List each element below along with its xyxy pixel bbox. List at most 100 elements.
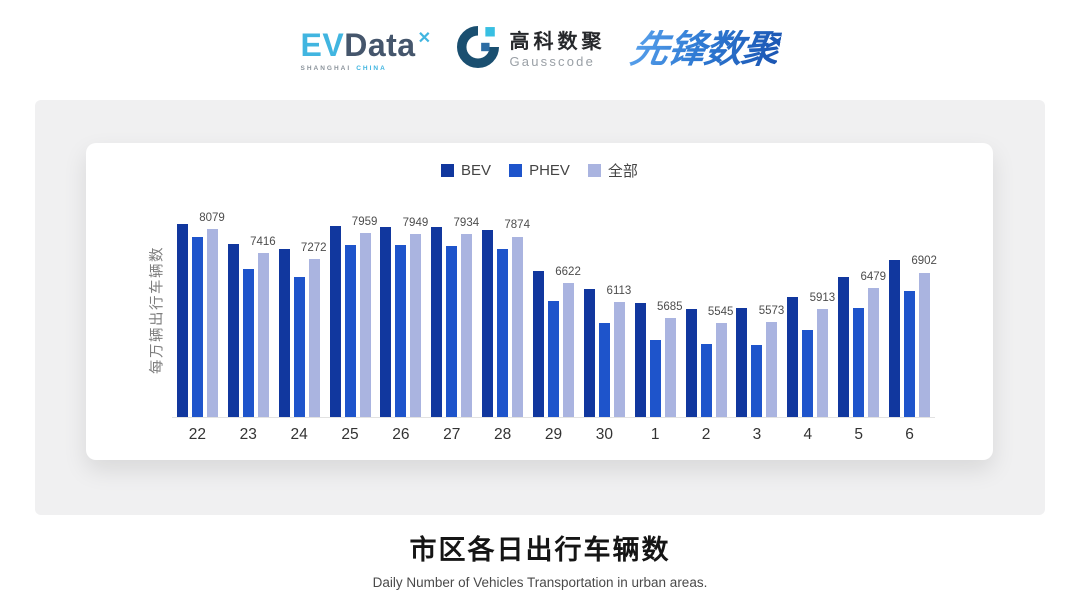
bar-全部-day29[interactable] (562, 282, 574, 417)
bar-value-label: 6902 (911, 255, 937, 268)
evdata-data-text: Data (344, 27, 416, 63)
bar-PHEV-day3[interactable] (751, 344, 763, 417)
bar-value-label: 6479 (860, 271, 887, 284)
bar-value-label: 5573 (758, 304, 785, 317)
bar-BEV-day3[interactable] (736, 307, 748, 417)
chart-subtitle: Daily Number of Vehicles Transportation … (372, 575, 708, 590)
bar-value-label: 5685 (657, 300, 683, 313)
x-tick-label: 3 (752, 426, 762, 443)
x-tick-label: 29 (544, 426, 563, 443)
legend-item-PHEV[interactable]: PHEV (509, 162, 570, 179)
bar-全部-day25[interactable] (359, 233, 371, 417)
bar-BEV-day28[interactable] (482, 230, 494, 417)
bar-全部-day23[interactable] (257, 253, 269, 417)
bar-PHEV-day22[interactable] (191, 237, 203, 417)
x-tick-label: 22 (188, 426, 207, 443)
bar-BEV-day4[interactable] (787, 296, 799, 417)
bar-BEV-day24[interactable] (278, 248, 290, 417)
bar-value-label: 7949 (402, 216, 429, 229)
x-tick-label: 24 (290, 426, 308, 443)
x-tick-label: 27 (443, 426, 461, 443)
bar-group-6: 6902 6 (884, 218, 937, 443)
legend-item-全部[interactable]: 全部 (587, 160, 638, 181)
bar-全部-day27[interactable] (461, 234, 473, 417)
bar-全部-day28[interactable] (512, 236, 524, 417)
bar-BEV-day6[interactable] (889, 260, 901, 417)
evdata-wordmark: EV Data ✕ (301, 28, 432, 62)
bar-PHEV-day26[interactable] (395, 244, 407, 417)
bar-BEV-day2[interactable] (685, 308, 697, 417)
bar-PHEV-day30[interactable] (598, 322, 610, 417)
x-tick-label: 6 (905, 426, 914, 443)
bar-PHEV-day25[interactable] (344, 245, 356, 417)
bar-group-29: 6622 29 (528, 218, 581, 443)
bar-PHEV-day5[interactable] (853, 308, 865, 417)
bar-value-label: 7272 (300, 241, 327, 254)
chart-card: BEV PHEV 全部 每万辆出行车辆数 8079 22 7416 23 7272 24 795… (86, 143, 993, 460)
legend-label: 全部 (607, 163, 638, 180)
bar-全部-day5[interactable] (868, 288, 880, 417)
bar-PHEV-day23[interactable] (242, 269, 254, 417)
x-tick-label: 2 (701, 426, 711, 443)
bar-PHEV-day4[interactable] (802, 329, 814, 417)
xianfeng-wordmark: 先锋数聚 (627, 29, 784, 71)
legend-label: BEV (461, 162, 492, 179)
bar-全部-day1[interactable] (664, 317, 676, 417)
bar-全部-day22[interactable] (206, 228, 218, 417)
bar-全部-day4[interactable] (817, 309, 829, 417)
xianfeng-logo: 先锋数聚 (628, 29, 783, 71)
y-axis-title: 每万辆出行车辆数 (149, 246, 166, 374)
bar-BEV-day27[interactable] (431, 227, 443, 417)
bar-PHEV-day1[interactable] (649, 340, 661, 417)
bar-BEV-day25[interactable] (329, 225, 341, 417)
evdata-subtext: SHANGHAI CHINA (301, 65, 387, 72)
gausscode-logo: 高科数聚 Gausscode (457, 26, 605, 73)
bar-BEV-day22[interactable] (176, 224, 188, 417)
plot-area: 8079 22 7416 23 7272 24 7959 25 7949 26 7934 27 7874… (172, 212, 937, 443)
x-tick-label: 25 (341, 426, 359, 443)
bar-value-label: 6622 (555, 265, 581, 278)
bar-PHEV-day6[interactable] (904, 291, 916, 417)
x-tick-label: 30 (595, 426, 613, 443)
chart-title: 市区各日出行车辆数 (409, 535, 671, 565)
x-tick-label: 26 (392, 426, 410, 443)
bar-group-23: 7416 23 (223, 218, 276, 443)
bar-BEV-day30[interactable] (583, 288, 595, 417)
legend-item-BEV[interactable]: BEV (441, 162, 491, 179)
bar-PHEV-day29[interactable] (547, 301, 559, 417)
evdata-shanghai-text: SHANGHAI (300, 65, 352, 72)
bar-BEV-day26[interactable] (380, 227, 392, 417)
evdata-logo: EV Data ✕ SHANGHAI CHINA (301, 28, 432, 72)
bar-PHEV-day2[interactable] (700, 344, 712, 417)
bar-group-5: 6479 5 (833, 218, 886, 443)
evdata-x-spark-icon: ✕ (417, 30, 432, 47)
bar-BEV-day23[interactable] (227, 244, 239, 417)
bar-BEV-day29[interactable] (532, 271, 544, 417)
bar-group-27: 7934 27 (426, 217, 479, 443)
bar-全部-day30[interactable] (613, 301, 625, 417)
bar-PHEV-day24[interactable] (293, 277, 305, 417)
bar-value-label: 7959 (351, 216, 378, 229)
bar-BEV-day5[interactable] (838, 276, 850, 417)
bar-BEV-day1[interactable] (634, 302, 646, 417)
bar-全部-day2[interactable] (715, 322, 727, 417)
bar-全部-day24[interactable] (308, 258, 320, 417)
x-tick-label: 23 (239, 426, 257, 443)
bar-group-2: 5545 2 (681, 218, 733, 443)
bar-全部-day26[interactable] (410, 233, 422, 417)
bar-全部-day3[interactable] (766, 321, 778, 417)
gausscode-g-ring-icon (457, 26, 500, 73)
bar-group-1: 5685 1 (630, 218, 683, 443)
legend-swatch-icon (587, 164, 601, 177)
bar-group-22: 8079 22 (172, 212, 225, 443)
bar-PHEV-day28[interactable] (497, 248, 509, 417)
chart-legend: BEV PHEV 全部 (86, 160, 993, 181)
x-tick-label: 28 (493, 426, 512, 443)
bar-全部-day6[interactable] (919, 272, 931, 417)
bar-group-26: 7949 26 (375, 217, 428, 443)
bar-value-label: 5545 (707, 305, 734, 318)
bar-PHEV-day27[interactable] (446, 245, 458, 417)
evdata-ev-text: EV (300, 27, 345, 63)
bar-value-label: 7874 (504, 219, 530, 232)
legend-swatch-icon (509, 164, 523, 177)
